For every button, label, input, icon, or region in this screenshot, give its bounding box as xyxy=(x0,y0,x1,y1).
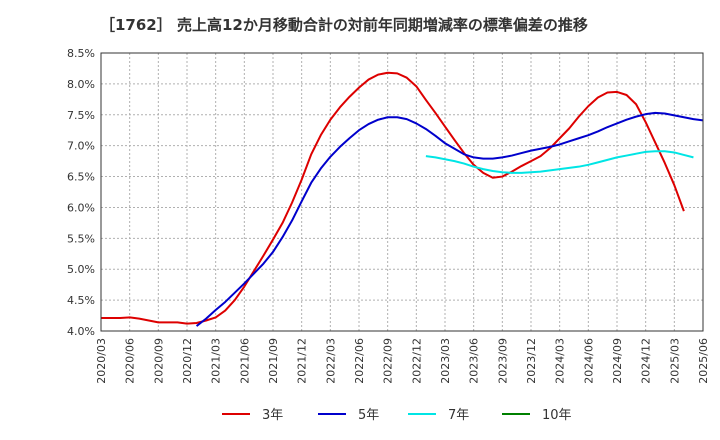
y-tick-label: 5.5% xyxy=(67,232,95,245)
y-tick-label: 4.0% xyxy=(67,325,95,338)
plot-frame xyxy=(100,52,704,332)
x-tick-label: 2021/09 xyxy=(267,338,280,384)
x-tick-label: 2021/12 xyxy=(296,338,309,384)
x-tick-label: 2021/06 xyxy=(238,338,251,384)
x-tick-label: 2025/03 xyxy=(668,338,681,384)
y-tick-label: 4.5% xyxy=(67,294,95,307)
x-tick-label: 2023/03 xyxy=(439,338,452,384)
legend-label: 7年 xyxy=(448,408,469,423)
y-tick-label: 8.0% xyxy=(67,78,95,91)
y-tick-label: 6.0% xyxy=(67,201,95,214)
y-tick-label: 8.5% xyxy=(67,47,95,60)
x-tick-label: 2024/06 xyxy=(582,338,595,384)
x-tick-label: 2022/09 xyxy=(382,338,395,384)
y-tick-label: 7.0% xyxy=(67,140,95,153)
chart-title: ［1762］ 売上高12か月移動合計の対前年同期増減率の標準偏差の推移 xyxy=(100,16,588,34)
x-tick-label: 2020/09 xyxy=(152,338,165,384)
legend-label: 3年 xyxy=(262,408,283,423)
x-tick-label: 2020/12 xyxy=(181,338,194,384)
x-tick-label: 2020/03 xyxy=(95,338,108,384)
series-line-7年 xyxy=(425,150,694,174)
series-line-3年 xyxy=(101,71,685,325)
x-tick-label: 2025/06 xyxy=(697,338,710,384)
y-tick-label: 7.5% xyxy=(67,109,95,122)
x-tick-label: 2024/09 xyxy=(611,338,624,384)
series-lines xyxy=(101,71,704,327)
series-line-5年 xyxy=(195,111,704,327)
x-tick-label: 2021/03 xyxy=(210,338,223,384)
legend-label: 10年 xyxy=(542,408,572,423)
x-tick-label: 2024/03 xyxy=(554,338,567,384)
y-tick-label: 6.5% xyxy=(67,171,95,184)
x-tick-label: 2023/09 xyxy=(496,338,509,384)
x-tick-label: 2022/12 xyxy=(410,338,423,384)
y-axis-ticks: 4.0% 4.5% 5.0% 5.5% 6.0% 6.5% 7.0% 7.5% 8.0% 8.5% xyxy=(67,47,95,338)
x-tick-label: 2020/06 xyxy=(124,338,137,384)
x-tick-label: 2023/06 xyxy=(468,338,481,384)
x-tick-label: 2022/06 xyxy=(353,338,366,384)
grid-lines xyxy=(100,52,704,332)
legend: 3年 5年 7年 10年 xyxy=(222,408,572,423)
x-tick-label: 2024/12 xyxy=(640,338,653,384)
y-tick-label: 5.0% xyxy=(67,263,95,276)
x-tick-label: 2023/12 xyxy=(525,338,538,384)
x-axis-ticks: 2020/03 2020/06 2020/09 2020/12 2021/03 2021/… xyxy=(95,338,710,384)
x-tick-label: 2022/03 xyxy=(324,338,337,384)
legend-label: 5年 xyxy=(358,408,379,423)
